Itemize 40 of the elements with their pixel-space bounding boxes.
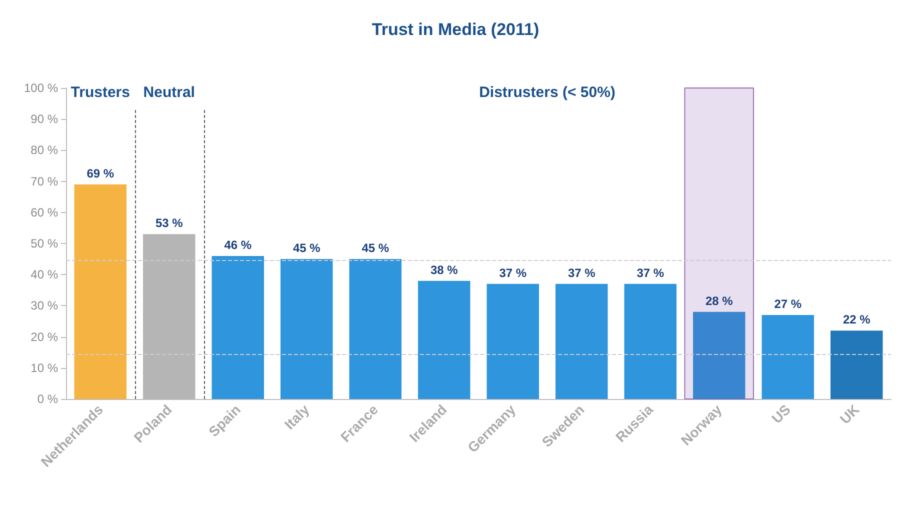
- y-tick-label: 20 %: [30, 330, 58, 344]
- data-label: 37 %: [499, 266, 527, 280]
- data-label: 27 %: [774, 297, 802, 312]
- bar: [280, 259, 333, 399]
- bar: [418, 280, 470, 399]
- x-tick-label: UK: [836, 401, 862, 427]
- y-tick-label: 60 %: [30, 205, 58, 220]
- y-tick-label: 10 %: [30, 360, 58, 375]
- y-tick-label: 70 %: [30, 174, 58, 188]
- data-label: 53 %: [155, 216, 184, 230]
- x-tick-label: US: [768, 401, 794, 426]
- bar: [762, 315, 814, 399]
- data-label: 38 %: [430, 262, 458, 277]
- y-tick-label: 0 %: [37, 392, 58, 406]
- bar: [693, 312, 746, 399]
- bar: [556, 284, 608, 399]
- annotation: Neutral: [143, 84, 195, 101]
- y-tick-label: 80 %: [30, 143, 58, 158]
- data-label: 28 %: [705, 294, 734, 308]
- chart-title: Trust in Media (2011): [372, 20, 540, 39]
- data-label: 37 %: [568, 266, 596, 280]
- bar: [212, 256, 264, 399]
- y-tick-label: 90 %: [30, 112, 58, 126]
- data-label: 22 %: [842, 312, 871, 327]
- data-label: 45 %: [362, 241, 390, 256]
- data-label: 37 %: [636, 266, 664, 280]
- bar: [830, 330, 883, 399]
- bar: [74, 184, 126, 399]
- bar: [624, 284, 676, 399]
- y-tick-label: 30 %: [30, 298, 58, 313]
- annotation: Trusters: [70, 84, 130, 101]
- y-tick-label: 100 %: [24, 81, 58, 95]
- bar: [486, 284, 539, 399]
- data-label: 46 %: [224, 238, 252, 252]
- annotation: Distrusters (< 50%): [478, 84, 616, 101]
- data-label: 69 %: [86, 166, 114, 180]
- bar: [349, 259, 402, 399]
- y-tick-label: 40 %: [30, 268, 58, 282]
- y-tick-label: 50 %: [30, 236, 58, 250]
- data-label: 45 %: [292, 241, 321, 256]
